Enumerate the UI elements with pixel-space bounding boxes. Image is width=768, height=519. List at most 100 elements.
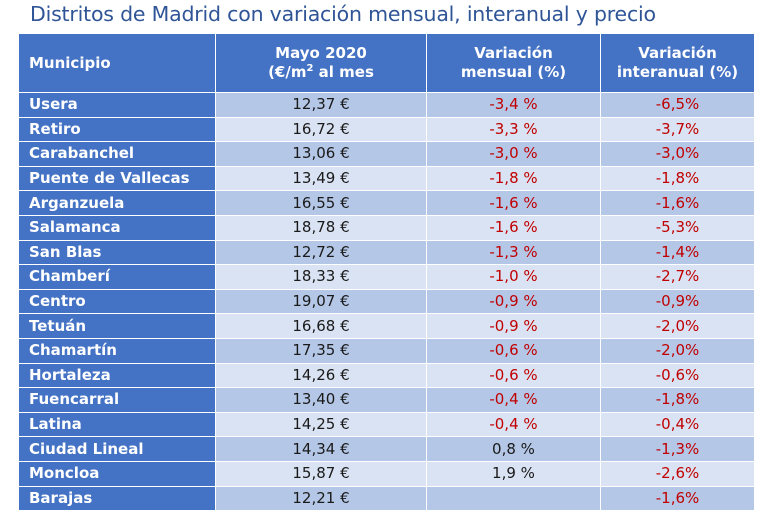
- cell-municipio: Usera: [18, 92, 216, 118]
- cell-municipio: Hortaleza: [18, 362, 216, 389]
- cell-yearly-variation: -1,8%: [600, 165, 755, 192]
- table-header-row: Municipio Mayo 2020 (€/m2 al mes Variaci…: [18, 33, 755, 93]
- table-row: Latina 14,25 € -0,4 % -0,4%: [18, 411, 755, 438]
- cell-municipio: Arganzuela: [18, 190, 216, 216]
- cell-monthly-variation: -1,0 %: [426, 264, 601, 290]
- cell-price: 15,87 €: [215, 460, 427, 487]
- cell-municipio: Chamartín: [18, 337, 216, 364]
- cell-yearly-variation: -1,3%: [600, 436, 755, 462]
- table-row: Carabanchel 13,06 € -3,0 % -3,0%: [18, 141, 755, 167]
- cell-yearly-variation: -0,4%: [600, 411, 755, 438]
- table-row: Fuencarral 13,40 € -0,4 % -1,8%: [18, 387, 755, 413]
- table-row: Usera 12,37 € -3,4 % -6,5%: [18, 92, 755, 118]
- cell-monthly-variation: -1,6 %: [426, 214, 601, 241]
- header-monthly: Variación mensual (%): [426, 33, 601, 93]
- header-yearly-line2: interanual (%): [616, 63, 739, 81]
- cell-monthly-variation: -0,4 %: [426, 411, 601, 438]
- cell-monthly-variation: -1,6 %: [426, 190, 601, 216]
- table-row: Hortaleza 14,26 € -0,6 % -0,6%: [18, 362, 755, 389]
- cell-price: 14,26 €: [215, 362, 427, 389]
- cell-yearly-variation: -2,7%: [600, 264, 755, 290]
- cell-yearly-variation: -3,0%: [600, 141, 755, 167]
- cell-yearly-variation: -2,0%: [600, 313, 755, 339]
- header-price-line2-post: al mes: [313, 63, 374, 81]
- cell-monthly-variation: -3,3 %: [426, 116, 601, 143]
- header-price-line1: Mayo 2020: [275, 44, 367, 62]
- cell-price: 16,72 €: [215, 116, 427, 143]
- cell-municipio: Chamberí: [18, 264, 216, 290]
- cell-price: 16,68 €: [215, 313, 427, 339]
- table-row: Chamberí 18,33 € -1,0 % -2,7%: [18, 264, 755, 290]
- cell-municipio: Barajas: [18, 485, 216, 512]
- cell-yearly-variation: -0,9%: [600, 288, 755, 315]
- cell-monthly-variation: -0,6 %: [426, 362, 601, 389]
- header-monthly-line2: mensual (%): [460, 63, 567, 81]
- header-municipio: Municipio: [18, 33, 216, 93]
- cell-monthly-variation: -0,9 %: [426, 313, 601, 339]
- cell-monthly-variation: [426, 485, 601, 512]
- page-title: Distritos de Madrid con variación mensua…: [30, 2, 656, 26]
- cell-price: 13,06 €: [215, 141, 427, 167]
- table-row: Barajas 12,21 € -1,6%: [18, 485, 755, 512]
- cell-price: 18,78 €: [215, 214, 427, 241]
- table-row: Arganzuela 16,55 € -1,6 % -1,6%: [18, 190, 755, 216]
- cell-yearly-variation: -1,8%: [600, 387, 755, 413]
- cell-monthly-variation: -3,4 %: [426, 92, 601, 118]
- cell-monthly-variation: -3,0 %: [426, 141, 601, 167]
- table-row: Chamartín 17,35 € -0,6 % -2,0%: [18, 337, 755, 364]
- cell-price: 19,07 €: [215, 288, 427, 315]
- cell-price: 16,55 €: [215, 190, 427, 216]
- cell-price: 14,34 €: [215, 436, 427, 462]
- table-row: Moncloa 15,87 €1,9 % -2,6%: [18, 460, 755, 487]
- table-row: Salamanca 18,78 € -1,6 % -5,3%: [18, 214, 755, 241]
- cell-municipio: Puente de Vallecas: [18, 165, 216, 192]
- cell-price: 12,72 €: [215, 239, 427, 266]
- cell-municipio: Fuencarral: [18, 387, 216, 413]
- cell-price: 13,49 €: [215, 165, 427, 192]
- cell-monthly-variation: 0,8 %: [426, 436, 601, 462]
- cell-price: 13,40 €: [215, 387, 427, 413]
- cell-municipio: Centro: [18, 288, 216, 315]
- cell-yearly-variation: -3,7%: [600, 116, 755, 143]
- cell-yearly-variation: -1,6%: [600, 485, 755, 512]
- cell-monthly-variation: 1,9 %: [426, 460, 601, 487]
- header-municipio-label: Municipio: [29, 53, 111, 72]
- cell-yearly-variation: -2,0%: [600, 337, 755, 364]
- cell-yearly-variation: -1,4%: [600, 239, 755, 266]
- cell-municipio: San Blas: [18, 239, 216, 266]
- cell-municipio: Salamanca: [18, 214, 216, 241]
- cell-monthly-variation: -0,6 %: [426, 337, 601, 364]
- cell-municipio: Moncloa: [18, 460, 216, 487]
- cell-municipio: Tetuán: [18, 313, 216, 339]
- cell-monthly-variation: -1,8 %: [426, 165, 601, 192]
- header-price-line2-pre: (€/m: [268, 63, 307, 81]
- cell-yearly-variation: -1,6%: [600, 190, 755, 216]
- cell-price: 14,25 €: [215, 411, 427, 438]
- cell-price: 18,33 €: [215, 264, 427, 290]
- table-row: Puente de Vallecas 13,49 € -1,8 % -1,8%: [18, 165, 755, 192]
- cell-municipio: Ciudad Lineal: [18, 436, 216, 462]
- cell-yearly-variation: -5,3%: [600, 214, 755, 241]
- table-row: Tetuán 16,68 € -0,9 % -2,0%: [18, 313, 755, 339]
- table-row: Centro 19,07 € -0,9 % -0,9%: [18, 288, 755, 315]
- cell-municipio: Retiro: [18, 116, 216, 143]
- table-row: Retiro 16,72 € -3,3 % -3,7%: [18, 116, 755, 143]
- cell-municipio: Latina: [18, 411, 216, 438]
- cell-yearly-variation: -0,6%: [600, 362, 755, 389]
- cell-monthly-variation: -1,3 %: [426, 239, 601, 266]
- cell-price: 12,21 €: [215, 485, 427, 512]
- cell-price: 17,35 €: [215, 337, 427, 364]
- header-yearly: Variación interanual (%): [600, 33, 755, 93]
- header-monthly-line1: Variación: [474, 44, 553, 62]
- header-yearly-line1: Variación: [638, 44, 717, 62]
- cell-monthly-variation: -0,9 %: [426, 288, 601, 315]
- cell-yearly-variation: -2,6%: [600, 460, 755, 487]
- districts-table: Municipio Mayo 2020 (€/m2 al mes Variaci…: [18, 33, 755, 512]
- header-price: Mayo 2020 (€/m2 al mes: [215, 33, 427, 93]
- header-price-superscript: 2: [306, 63, 314, 74]
- table-row: Ciudad Lineal 14,34 €0,8 % -1,3%: [18, 436, 755, 462]
- table-body: Usera 12,37 € -3,4 % -6,5% Retiro 16,72 € -3,3…: [18, 92, 755, 512]
- cell-municipio: Carabanchel: [18, 141, 216, 167]
- cell-monthly-variation: -0,4 %: [426, 387, 601, 413]
- table-row: San Blas 12,72 € -1,3 % -1,4%: [18, 239, 755, 266]
